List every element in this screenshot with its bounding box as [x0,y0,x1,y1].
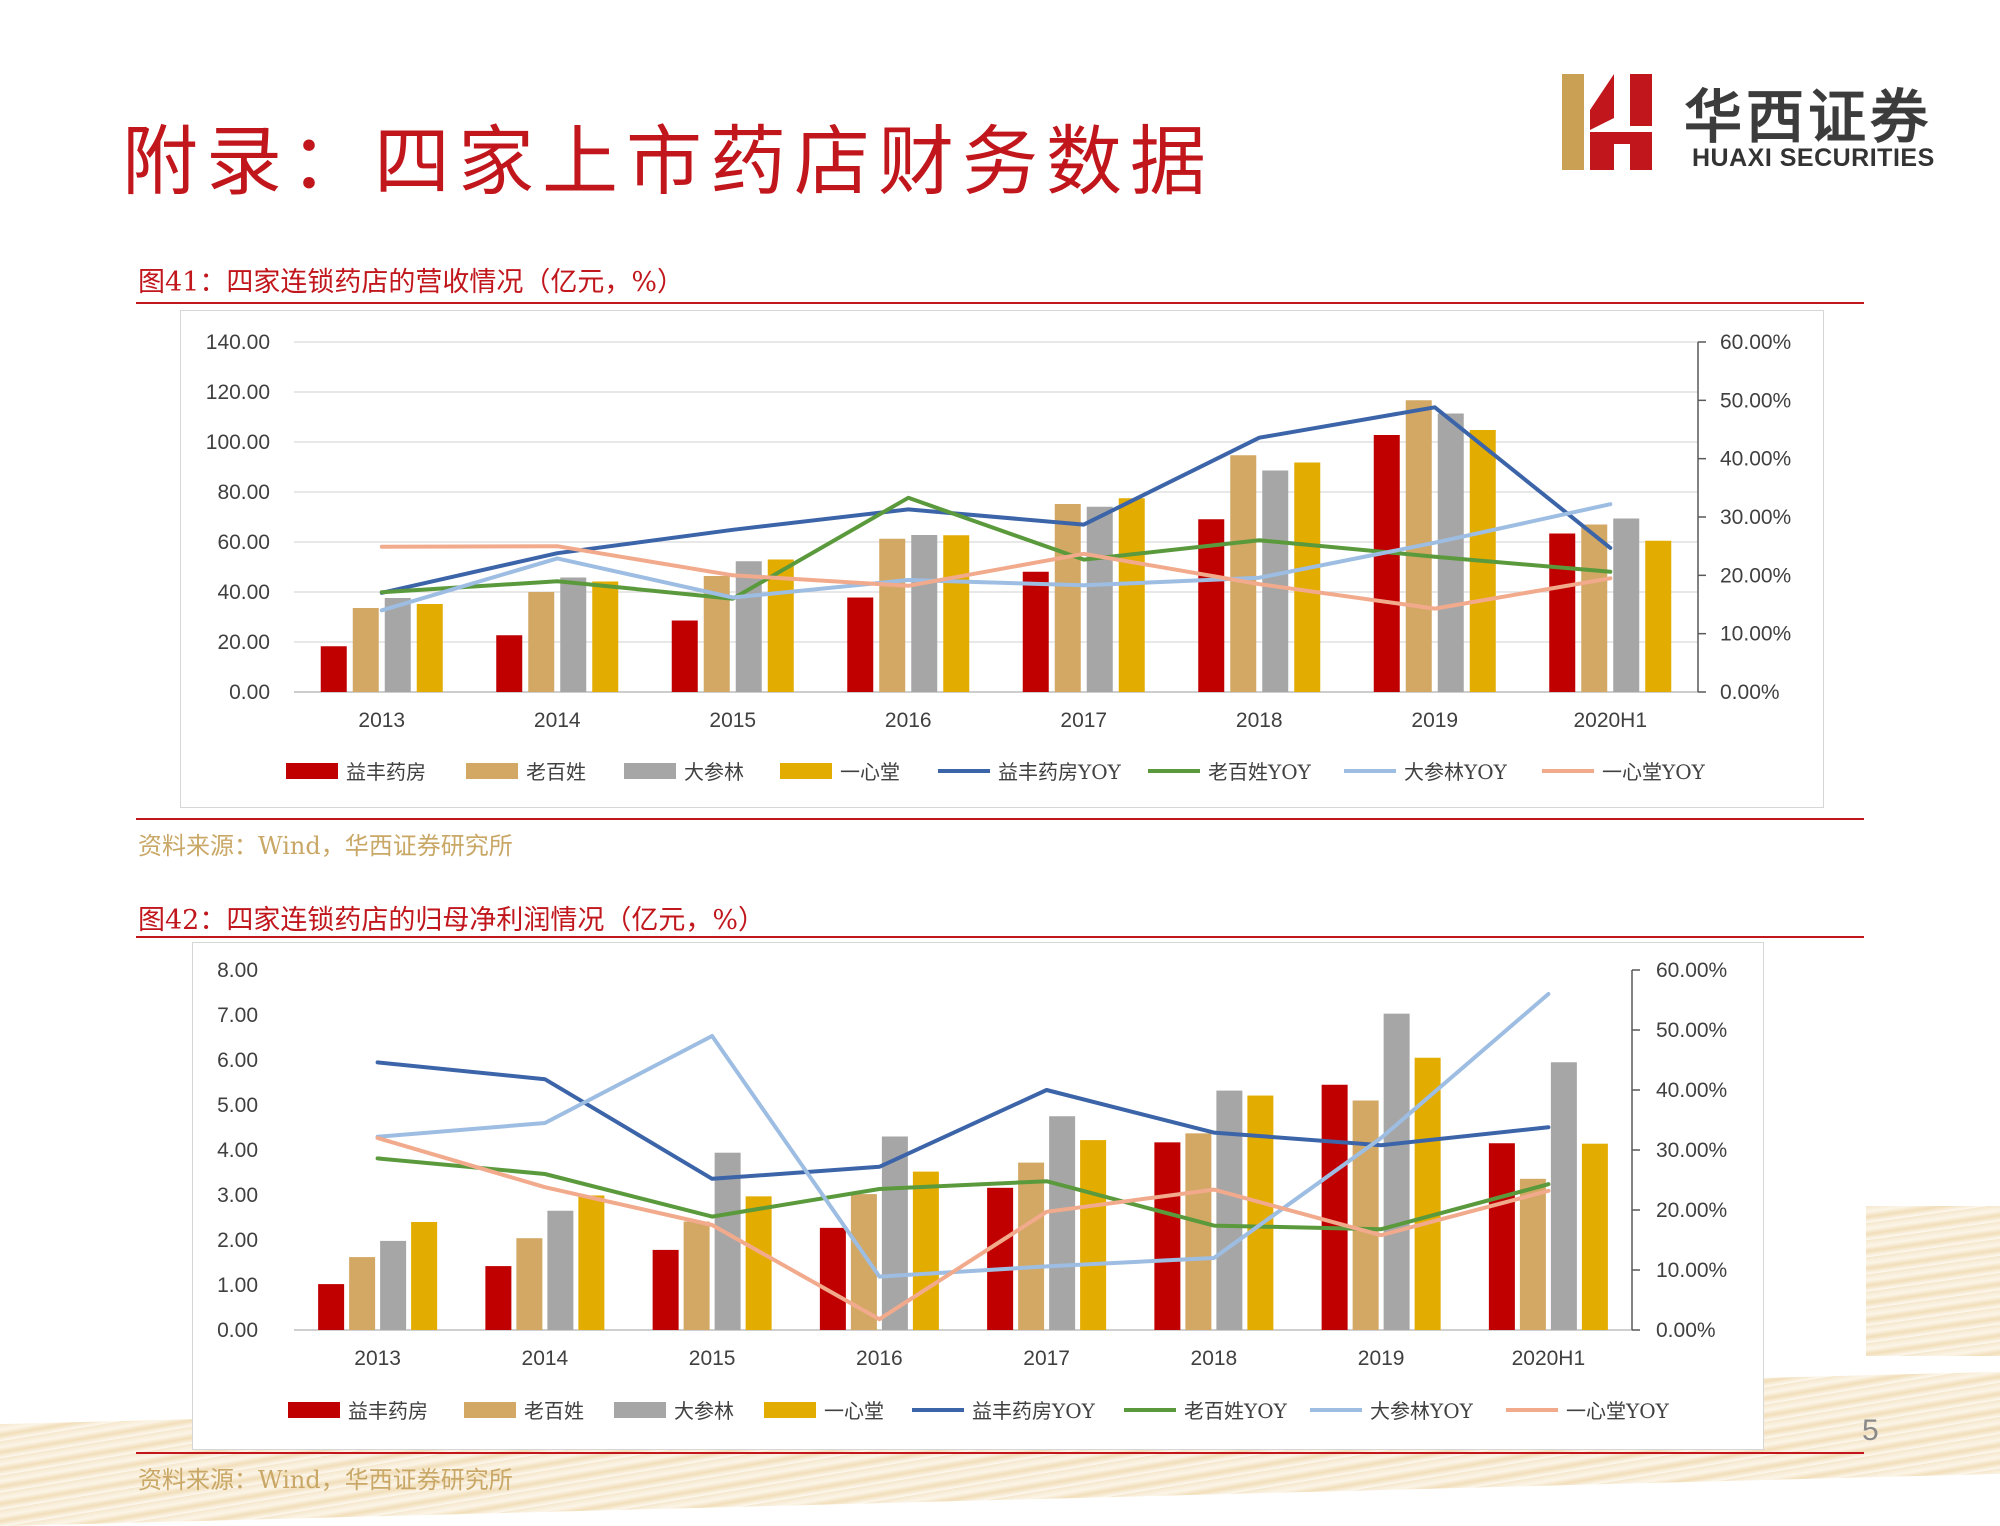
page-title: 附录：四家上市药店财务数据 [122,117,1214,206]
figure-41-bottom-rule [136,818,1864,820]
figure-41-source: 资料来源：Wind，华西证券研究所 [138,832,513,860]
figure-42-top-rule [136,936,1864,938]
figure-42-source: 资料来源：Wind，华西证券研究所 [138,1466,513,1494]
figure-41-top-rule [136,302,1864,304]
chart-2-frame [192,942,1764,1450]
page-number: 5 [1862,1414,1879,1447]
figure-42-bottom-rule [136,1452,1864,1454]
huaxi-logo-mark-icon [1562,74,1652,170]
chart-1-frame [180,310,1824,808]
brand-name-cn: 华西证券 [1684,83,1933,151]
brand-name-en: HUAXI SECURITIES [1692,144,1935,172]
brand-logo: 华西证券 HUAXI SECURITIES [1558,70,1978,180]
figure-42-title: 图42：四家连锁药店的归母净利润情况（亿元，%） [138,905,766,936]
decorative-ribbon-right [1866,1206,2000,1356]
figure-41-title: 图41：四家连锁药店的营收情况（亿元，%） [138,267,685,298]
